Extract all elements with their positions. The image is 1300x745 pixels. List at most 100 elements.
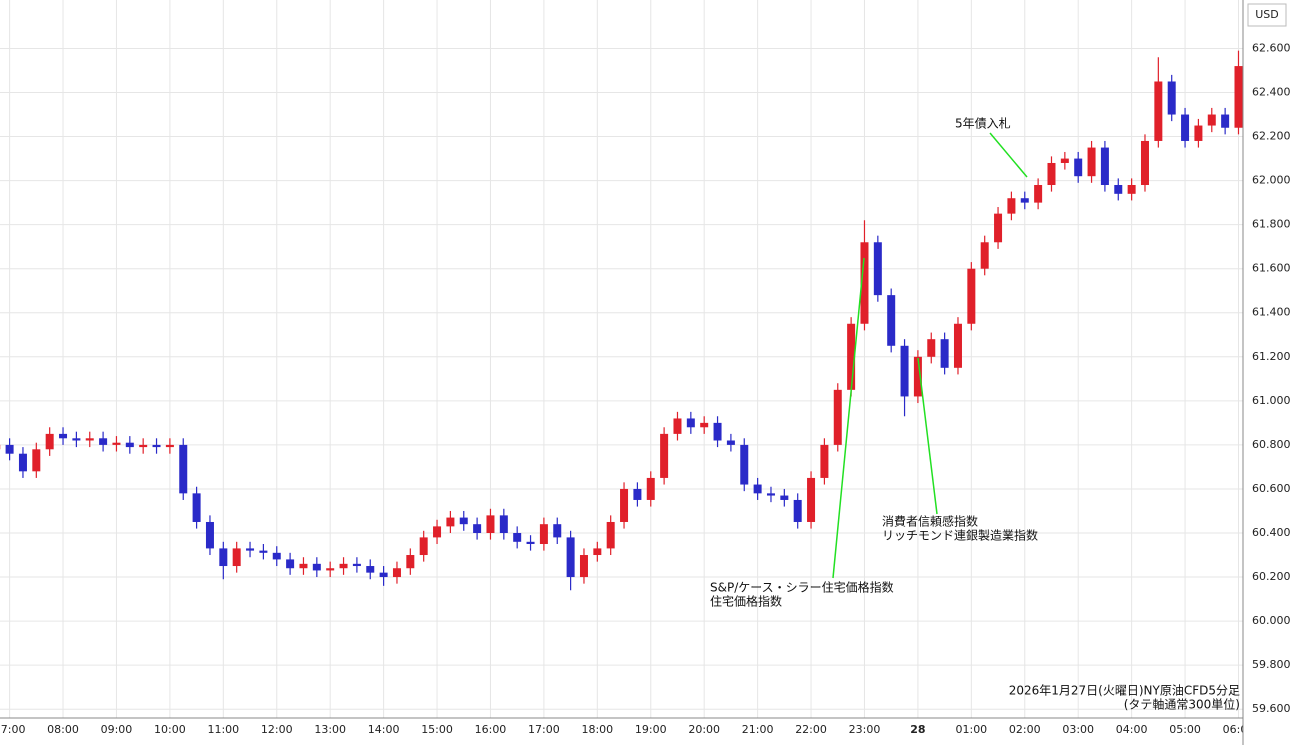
leader-line — [917, 357, 938, 515]
candle-body — [927, 339, 936, 357]
candle-body — [1154, 81, 1163, 141]
x-tick-label: 08:00 — [47, 723, 79, 736]
y-tick-label: 62.000 — [1252, 174, 1291, 187]
candle-body — [1047, 162, 1056, 186]
candle-body — [446, 517, 455, 527]
candle-body — [633, 488, 642, 500]
candle-body — [766, 493, 775, 496]
x-tick-label: 16:00 — [475, 723, 507, 736]
x-tick-label: 02:00 — [1009, 723, 1041, 736]
y-tick-label: 60.200 — [1252, 570, 1291, 583]
x-axis: 07:00 08:00 09:00 10:00 11:00 12:00 13:00 14:00… — [0, 723, 1255, 736]
y-axis: 59.600 59.800 60.000 60.200 60.400 60.600 60.8… — [1252, 41, 1291, 715]
candle-body — [887, 295, 896, 346]
candle-body — [646, 477, 655, 500]
x-tick-label: 23:00 — [849, 723, 881, 736]
candle-body — [299, 563, 308, 569]
y-tick-label: 60.400 — [1252, 526, 1291, 539]
candle-body — [526, 541, 535, 545]
candle-body — [326, 568, 335, 571]
candle-body — [726, 440, 735, 445]
candle-body — [205, 521, 214, 549]
y-tick-label: 62.200 — [1252, 130, 1291, 143]
candle-body — [392, 568, 401, 578]
candle-body — [847, 323, 856, 390]
candle-body — [1140, 140, 1149, 186]
candle-body — [433, 526, 442, 538]
candle-body — [1194, 125, 1203, 141]
candles — [0, 50, 1243, 591]
candle-body — [1020, 198, 1029, 203]
candle-body — [686, 418, 695, 428]
candle-body — [1114, 185, 1123, 194]
y-tick-label: 59.800 — [1252, 658, 1291, 671]
candle-body — [967, 268, 976, 324]
y-tick-label: 61.800 — [1252, 218, 1291, 231]
candle-body — [807, 477, 816, 522]
x-tick-label: 01:00 — [955, 723, 987, 736]
candle-body — [259, 550, 268, 553]
candle-body — [1074, 158, 1083, 177]
leader-line — [832, 257, 865, 579]
candle-body — [820, 444, 829, 478]
candle-body — [85, 438, 94, 441]
candle-body — [99, 438, 108, 445]
candle-body — [459, 517, 468, 525]
x-tick-label: 15:00 — [421, 723, 453, 736]
x-tick-label: 20:00 — [688, 723, 720, 736]
y-tick-label: 59.600 — [1252, 702, 1291, 715]
candle-body — [18, 453, 27, 472]
x-tick-label: 06:00 — [1223, 723, 1255, 736]
x-tick-label: 22:00 — [795, 723, 827, 736]
candle-body — [1221, 114, 1230, 128]
y-tick-label: 61.200 — [1252, 350, 1291, 363]
candle-body — [59, 433, 68, 439]
candle-body — [152, 444, 161, 448]
candle-body — [1087, 147, 1096, 177]
candle-body — [112, 442, 121, 445]
y-tick-label: 61.600 — [1252, 262, 1291, 275]
annotation: 5年債入札 — [955, 116, 1011, 131]
y-tick-label: 62.400 — [1252, 86, 1291, 99]
candle-body — [219, 548, 228, 567]
currency: USD — [1255, 8, 1279, 21]
candle-body — [900, 345, 909, 397]
y-tick-label: 61.400 — [1252, 306, 1291, 319]
chart-note: (タテ軸通常300単位) — [1124, 697, 1240, 712]
x-tick-label: 10:00 — [154, 723, 186, 736]
candle-body — [1007, 198, 1016, 214]
x-tick-label: 17:00 — [528, 723, 560, 736]
candle-body — [366, 566, 375, 573]
y-tick-label: 60.800 — [1252, 438, 1291, 451]
candle-body — [673, 418, 682, 434]
annotation: S&P/ケース・シラー住宅価格指数 — [710, 580, 894, 595]
x-tick-label: 21:00 — [742, 723, 774, 736]
candle-body — [579, 555, 588, 578]
annotation: 住宅価格指数 — [710, 594, 782, 609]
candle-body — [1060, 158, 1069, 163]
candle-body — [940, 339, 949, 368]
candle-body — [165, 444, 174, 448]
y-tick-label: 60.000 — [1252, 614, 1291, 627]
candle-body — [339, 563, 348, 569]
x-tick-label: 03:00 — [1062, 723, 1094, 736]
candle-body — [1167, 81, 1176, 115]
chart-note: 2026年1月27日(火曜日)NY原油CFD5分足 — [1009, 684, 1240, 698]
candle-body — [913, 356, 922, 397]
x-tick-label: 28 — [910, 723, 925, 736]
y-tick-label: 62.600 — [1252, 41, 1291, 54]
candle-body — [192, 493, 201, 522]
y-tick-label: 61.000 — [1252, 394, 1291, 407]
candle-body — [753, 484, 762, 494]
x-tick-label: 05:00 — [1169, 723, 1201, 736]
candle-body — [994, 213, 1003, 243]
candle-body — [45, 433, 54, 450]
candle-body — [553, 524, 562, 538]
candle-body — [780, 495, 789, 500]
x-tick-label: 12:00 — [261, 723, 293, 736]
x-tick-label: 18:00 — [581, 723, 613, 736]
candle-body — [125, 442, 134, 448]
candle-body — [620, 488, 629, 522]
